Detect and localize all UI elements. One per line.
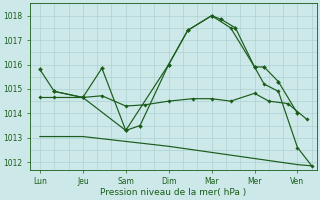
X-axis label: Pression niveau de la mer( hPa ): Pression niveau de la mer( hPa ) (100, 188, 247, 197)
